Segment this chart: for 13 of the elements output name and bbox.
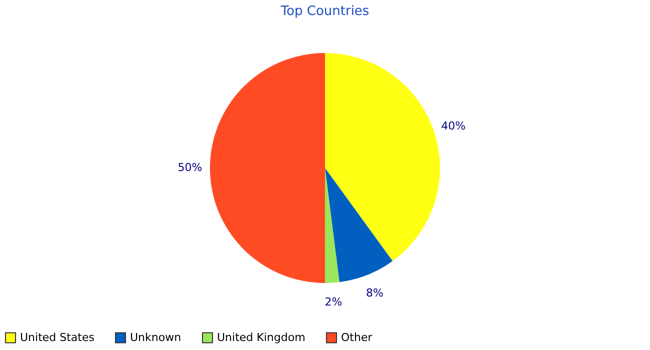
data-label: 2% (324, 296, 342, 309)
data-label: 50% (178, 161, 202, 174)
legend-label: United States (20, 330, 95, 344)
pie-slice (325, 168, 393, 282)
chart-title: Top Countries (280, 4, 370, 19)
data-label: 40% (441, 119, 466, 132)
pie-slice (210, 53, 325, 283)
pie-slice (325, 53, 440, 262)
legend-label: United Kingdom (217, 330, 306, 344)
legend-label: Other (341, 330, 373, 344)
data-label: 8% (366, 286, 384, 300)
legend-label: Unknown (130, 330, 182, 344)
pie-slice (325, 168, 340, 283)
